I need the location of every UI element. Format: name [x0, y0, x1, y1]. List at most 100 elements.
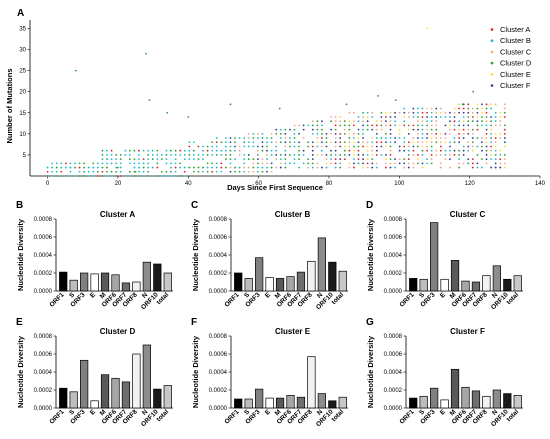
scatter-point: [421, 162, 424, 165]
scatter-point: [494, 116, 497, 118]
bar: [142, 261, 151, 292]
bar: [69, 279, 78, 292]
scatter-point: [494, 166, 497, 169]
scatter-point: [366, 162, 369, 165]
scatter-point: [293, 128, 296, 131]
y-tick-label: 0.0004: [34, 370, 53, 376]
scatter-point: [151, 158, 154, 161]
scatter-point: [174, 170, 177, 173]
scatter-point: [407, 132, 410, 135]
scatter-point: [462, 162, 465, 165]
scatter-point: [366, 120, 369, 123]
scatter-point: [476, 166, 479, 169]
scatter-point: [302, 162, 305, 165]
scatter-point: [366, 128, 369, 131]
scatter-point: [481, 137, 483, 139]
scatter-point: [220, 170, 223, 173]
scatter-point: [412, 166, 415, 169]
scatter-point: [247, 141, 250, 144]
scatter-point: [380, 116, 383, 118]
scatter-point: [293, 158, 296, 161]
scatter-point: [385, 162, 387, 165]
scatter-point: [279, 158, 282, 161]
legend-label: Cluster C: [500, 47, 532, 56]
scatter-point: [188, 154, 191, 156]
scatter-point: [252, 158, 255, 161]
scatter-point: [252, 137, 255, 139]
scatter-point: [174, 166, 177, 169]
scatter-point: [188, 145, 191, 148]
scatter-point: [494, 149, 497, 152]
scatter-point: [503, 103, 506, 106]
scatter-point: [321, 124, 323, 127]
scatter-point: [165, 154, 168, 156]
bar: [255, 388, 264, 409]
scatter-point: [426, 120, 428, 123]
scatter-point: [398, 111, 401, 114]
scatter-point: [462, 132, 465, 135]
panel-letter-d: D: [366, 200, 373, 211]
scatter-point: [499, 124, 502, 127]
scatter-point: [279, 128, 282, 131]
scatter-point: [499, 154, 502, 156]
scatter-point: [119, 162, 122, 165]
scatter-point: [247, 137, 250, 139]
scatter-point: [467, 145, 470, 148]
scatter-point: [311, 128, 314, 131]
scatter-point: [490, 107, 493, 110]
panel-letter-f: F: [191, 317, 197, 328]
scatter-point: [206, 162, 209, 165]
scatter-point: [197, 170, 200, 173]
scatter-point: [458, 149, 461, 152]
scatter-point: [494, 132, 497, 135]
scatter-point: [389, 154, 392, 156]
x-tick-label: M: [99, 408, 108, 417]
bar: [255, 257, 264, 292]
scatter-point: [74, 69, 77, 72]
bar: [234, 272, 243, 292]
scatter-point: [362, 158, 364, 161]
scatter-point: [503, 158, 506, 161]
scatter-point: [220, 154, 223, 156]
scatter-point: [449, 154, 451, 156]
scatter-point: [165, 149, 168, 152]
scatter-point: [462, 124, 465, 127]
scatter-point: [257, 158, 259, 161]
scatter-point: [334, 141, 337, 144]
scatter-point: [385, 137, 387, 139]
scatter-point: [467, 162, 470, 165]
scatter-point: [403, 145, 406, 148]
scatter-point: [348, 141, 351, 144]
scatter-point: [458, 166, 461, 169]
scatter-point: [156, 149, 159, 152]
y-tick-label: 0.0004: [209, 370, 228, 376]
panel-letter-e: E: [16, 317, 23, 328]
scatter-point: [252, 145, 255, 148]
scatter-point: [101, 170, 104, 173]
bar: [317, 393, 326, 409]
scatter-point: [138, 158, 140, 161]
scatter-point: [385, 158, 387, 161]
scatter-point: [339, 141, 342, 144]
scatter-point: [193, 158, 195, 161]
scatter-point: [394, 158, 396, 161]
scatter-point: [298, 154, 300, 156]
scatter-point: [96, 166, 99, 169]
scatter-point: [279, 154, 282, 156]
scatter-point: [110, 162, 113, 165]
scatter-point: [229, 141, 232, 144]
scatter-point: [467, 149, 470, 152]
bar: [296, 271, 306, 292]
scatter-point: [348, 128, 351, 131]
scatter-point: [51, 175, 54, 177]
scatter-point: [430, 154, 433, 156]
scatter-point: [307, 166, 310, 169]
scatter-point: [444, 132, 447, 135]
scatter-point: [106, 166, 108, 169]
y-tick-label: 0.0004: [384, 370, 403, 376]
scatter-point: [407, 162, 410, 165]
scatter-point: [471, 111, 474, 114]
scatter-point: [74, 162, 76, 165]
scatter-point: [229, 145, 232, 148]
